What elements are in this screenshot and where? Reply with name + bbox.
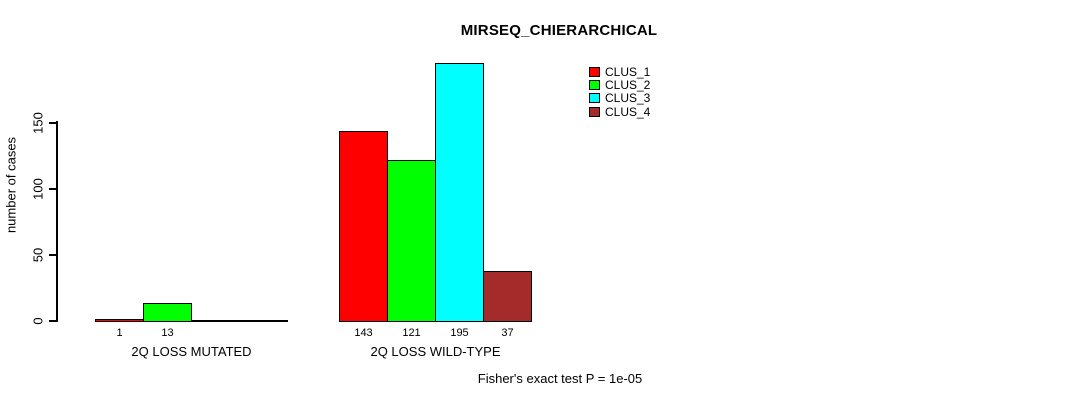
bar-clus_1 bbox=[339, 131, 388, 322]
legend-row: CLUS_4 bbox=[589, 105, 650, 118]
y-tick-mark bbox=[49, 188, 56, 190]
bar-clus_3 bbox=[435, 63, 484, 322]
bar-count-label: 143 bbox=[354, 327, 373, 339]
bar-count-label: 13 bbox=[161, 327, 174, 339]
y-tick-mark bbox=[49, 122, 56, 124]
legend-swatch-clus_4 bbox=[589, 106, 600, 117]
footnote-fisher-test: Fisher's exact test P = 1e-05 bbox=[477, 371, 643, 386]
bar-count-label: 1 bbox=[116, 327, 123, 339]
bar-clus_2 bbox=[387, 160, 436, 322]
legend-swatch-clus_1 bbox=[589, 66, 600, 77]
y-axis-line bbox=[56, 121, 58, 322]
legend: CLUS_1 CLUS_2 CLUS_3 CLUS_4 bbox=[589, 65, 650, 119]
bar-count-label: 121 bbox=[402, 327, 421, 339]
legend-label: CLUS_4 bbox=[605, 104, 651, 119]
y-tick-mark bbox=[49, 254, 56, 256]
y-tick-label: 50 bbox=[30, 247, 46, 263]
legend-row: CLUS_1 bbox=[589, 65, 650, 78]
y-tick-label: 150 bbox=[30, 112, 46, 134]
legend-row: CLUS_3 bbox=[589, 92, 650, 105]
y-axis-title: number of cases bbox=[3, 136, 19, 234]
legend-label: CLUS_2 bbox=[605, 78, 651, 93]
legend-label: CLUS_3 bbox=[605, 91, 651, 106]
chart-title: MIRSEQ_CHIERARCHICAL bbox=[460, 22, 658, 39]
y-tick-label: 100 bbox=[30, 178, 46, 200]
group-label: 2Q LOSS WILD-TYPE bbox=[370, 344, 501, 359]
legend-label: CLUS_1 bbox=[605, 64, 651, 79]
legend-swatch-clus_2 bbox=[589, 80, 600, 91]
y-tick-label: 0 bbox=[30, 317, 46, 325]
bar-clus_4 bbox=[483, 271, 532, 322]
bar-count-label: 195 bbox=[450, 327, 469, 339]
bar-count-label: 37 bbox=[501, 327, 514, 339]
legend-row: CLUS_2 bbox=[589, 78, 650, 91]
bar-clus_2 bbox=[143, 303, 192, 322]
y-tick-mark bbox=[49, 320, 56, 322]
group-label: 2Q LOSS MUTATED bbox=[131, 344, 252, 359]
legend-swatch-clus_3 bbox=[589, 93, 600, 104]
bar-clus_1 bbox=[95, 319, 144, 322]
